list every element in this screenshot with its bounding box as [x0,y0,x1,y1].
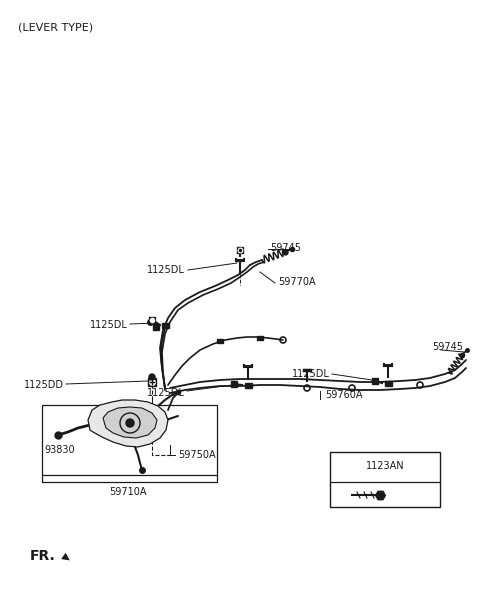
Text: 59760A: 59760A [325,390,362,400]
Text: 59750A: 59750A [178,450,216,460]
Text: FR.: FR. [30,549,56,563]
Text: 1125DD: 1125DD [24,380,64,390]
Text: 59770A: 59770A [278,277,316,287]
Text: 59745: 59745 [270,243,301,253]
Bar [244,383,252,388]
Text: 93830: 93830 [44,445,74,455]
Text: 1125DL: 1125DL [147,388,185,398]
Bar [217,339,223,343]
Bar [161,322,168,328]
Bar [257,336,263,340]
Circle shape [149,374,155,380]
Text: (LEVER TYPE): (LEVER TYPE) [18,22,93,32]
Text: 1125DL: 1125DL [90,320,128,330]
Text: 1125DL: 1125DL [147,265,185,275]
Bar [330,452,440,507]
Text: 59745: 59745 [432,342,463,352]
Text: 1125DL: 1125DL [292,369,330,379]
Bar [384,380,392,386]
Text: 59710A: 59710A [109,487,147,497]
Polygon shape [88,400,168,447]
Text: 1123AN: 1123AN [366,461,404,471]
Bar [42,405,217,475]
Polygon shape [103,407,157,438]
Circle shape [126,419,134,427]
